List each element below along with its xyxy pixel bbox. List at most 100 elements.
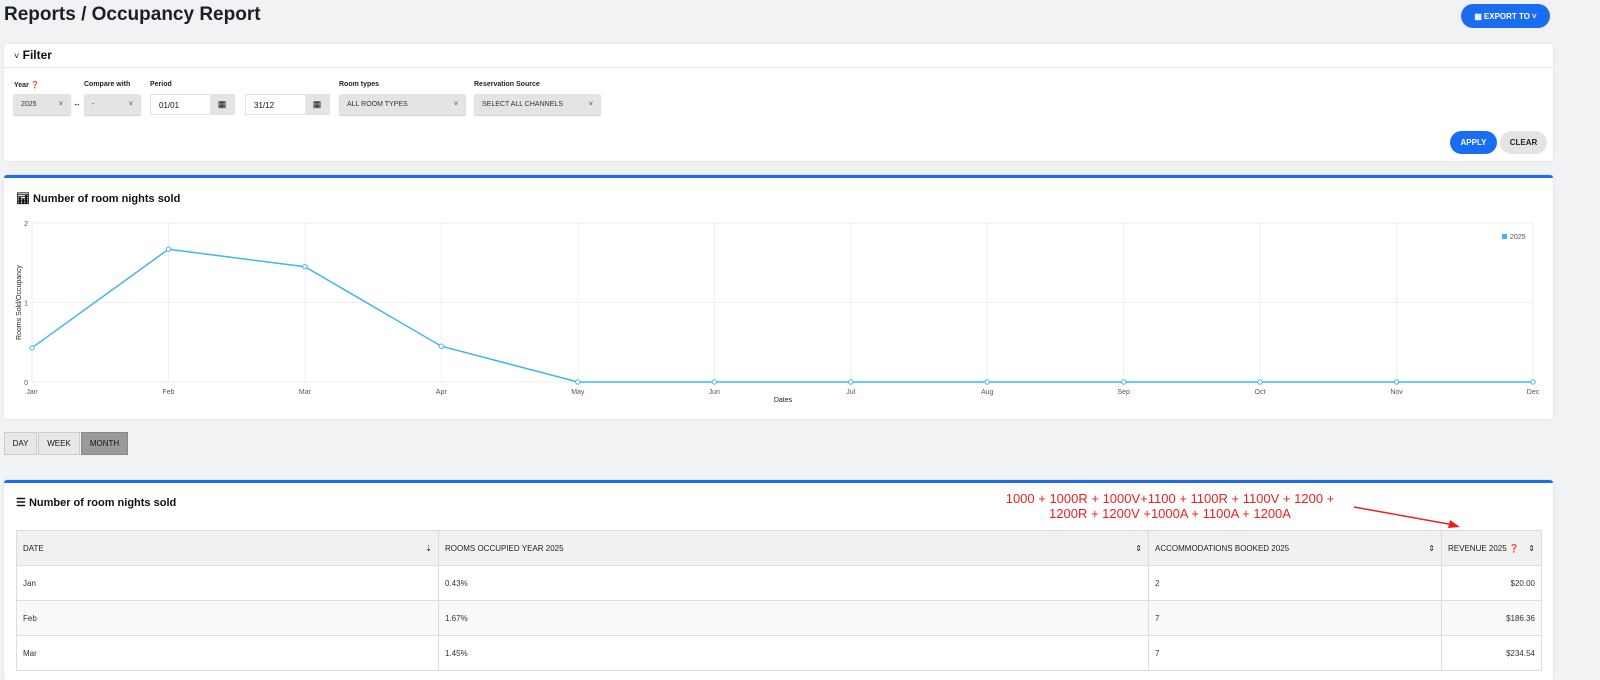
x-tick-label: Nov — [1390, 389, 1403, 396]
compare-arrow-icon: ↔ — [73, 99, 81, 108]
year-select[interactable]: 2025 ˅ — [13, 94, 71, 115]
table-cell: 0.43% — [438, 565, 1149, 601]
data-point[interactable] — [1257, 379, 1263, 385]
compare-label: Compare with — [84, 81, 131, 88]
filter-panel: ˅ Filter Year ❓ 2025 ˅ ↔ Compare with - ˅ … — [4, 44, 1553, 161]
x-tick-label: Apr — [436, 389, 448, 396]
table-cell: 1.67% — [438, 600, 1149, 636]
room-types-select[interactable]: ALL ROOM TYPES ˅ — [339, 94, 466, 115]
page-title: Reports / Occupancy Report — [4, 4, 261, 25]
table-cell: 1.45% — [438, 635, 1149, 671]
x-tick-label: May — [571, 389, 585, 396]
y-axis-label: Rooms Sold/Occupancy — [16, 264, 23, 340]
data-point[interactable] — [575, 379, 581, 385]
header-label: ACCOMMODATIONS BOOKED 2025 — [1155, 543, 1290, 553]
calendar-icon[interactable]: ▦ — [305, 95, 329, 114]
header-label: REVENUE 2025 — [1448, 543, 1507, 553]
x-axis-label: Dates — [774, 397, 793, 404]
sort-icon[interactable]: ⇕ — [1135, 543, 1142, 553]
source-value: SELECT ALL CHANNELS — [482, 101, 563, 108]
annotation-text: 1000 + 1000R + 1000V+1100 + 1100R + 1100… — [1005, 491, 1335, 521]
annotation-arrow-icon — [1353, 506, 1460, 528]
table-row: Jan 0.43% 2 $20.00 — [16, 565, 1542, 601]
occupancy-table: DATE ⇣ ROOMS OCCUPIED YEAR 2025 ⇕ ACCOMMOD… — [16, 530, 1542, 671]
data-point[interactable] — [165, 246, 172, 252]
y-tick-label: 0 — [24, 380, 28, 387]
export-label: EXPORT TO — [1483, 11, 1530, 21]
table-cell: 7 — [1148, 635, 1442, 671]
x-tick-label: Jan — [26, 389, 37, 396]
x-tick-label: Feb — [162, 389, 174, 396]
sort-icon[interactable]: ⇕ — [1528, 543, 1535, 553]
column-header-rooms-occupied[interactable]: ROOMS OCCUPIED YEAR 2025 ⇕ — [438, 530, 1149, 566]
chart-title: Number of room nights sold — [33, 193, 181, 205]
scrollbar[interactable] — [1556, 0, 1600, 665]
filter-title: Filter — [22, 48, 52, 62]
line-chart: 0 1 2 Jan Feb Mar Apr May Jun Jul Aug Sep Oct Nov Dec D… — [16, 221, 1540, 404]
bar-chart-icon: 📊︎ — [16, 193, 30, 205]
range-month-button[interactable]: MONTH — [81, 432, 128, 455]
sort-icon[interactable]: ⇕ — [1428, 543, 1435, 553]
data-point[interactable] — [302, 264, 308, 270]
table-cell: $234.54 — [1441, 635, 1542, 671]
list-icon: ☰ — [16, 497, 26, 509]
data-point[interactable] — [711, 379, 717, 385]
clear-button[interactable]: CLEAR — [1500, 131, 1547, 154]
sort-asc-icon[interactable]: ⇣ — [425, 543, 432, 553]
table-panel: ☰ Number of room nights sold DATE ⇣ ROOMS… — [4, 480, 1553, 680]
table-cell: $20.00 — [1441, 565, 1542, 601]
calendar-icon[interactable]: ▦ — [210, 95, 234, 114]
reservation-source-select[interactable]: SELECT ALL CHANNELS ˅ — [474, 94, 601, 115]
table-cell: Feb — [16, 600, 439, 636]
range-day-button[interactable]: DAY — [4, 432, 37, 455]
y-tick-label: 2 — [24, 221, 28, 228]
data-point[interactable] — [438, 343, 445, 349]
x-tick-label: Jul — [846, 389, 855, 396]
data-point[interactable] — [848, 379, 854, 385]
column-header-revenue[interactable]: REVENUE 2025 ❓ ⇕ — [1441, 530, 1542, 566]
table-cell: Jan — [16, 565, 439, 601]
data-point[interactable] — [984, 379, 990, 385]
column-header-date[interactable]: DATE ⇣ — [16, 530, 439, 566]
help-icon: ❓ — [1508, 543, 1519, 553]
room-types-value: ALL ROOM TYPES — [347, 101, 408, 108]
data-point[interactable] — [1393, 379, 1400, 385]
help-icon: ❓ — [30, 82, 40, 89]
x-tick-label: Jun — [709, 389, 720, 396]
compare-value: - — [92, 101, 95, 108]
room-types-label: Room types — [339, 81, 380, 88]
data-point[interactable] — [29, 345, 35, 351]
table-icon: ▦ — [1474, 11, 1482, 21]
header-label: DATE — [23, 543, 44, 553]
legend-label[interactable]: 2025 — [1510, 234, 1526, 241]
export-button[interactable]: ▦ EXPORT TO ˅ — [1461, 4, 1550, 28]
compare-select[interactable]: - ˅ — [84, 94, 141, 115]
data-point[interactable] — [1120, 379, 1127, 385]
header-label: ROOMS OCCUPIED YEAR 2025 — [445, 543, 564, 553]
period-from-input[interactable]: 01/01 ▦ — [150, 94, 235, 115]
table-cell: 2 — [1148, 565, 1442, 601]
filter-toggle[interactable]: ˅ Filter — [4, 44, 1553, 68]
table-row: Feb 1.67% 7 $186.36 — [16, 600, 1542, 636]
table-title: Number of room nights sold — [28, 497, 177, 509]
table-cell: 7 — [1148, 600, 1442, 636]
legend-swatch — [1502, 234, 1507, 239]
apply-button[interactable]: APPLY — [1450, 131, 1497, 154]
chevron-down-icon: ˅ — [14, 51, 20, 61]
period-label: Period — [150, 81, 172, 88]
series-line — [31, 248, 1533, 383]
range-week-button[interactable]: WEEK — [38, 432, 80, 455]
chevron-down-icon: ˅ — [1531, 11, 1537, 21]
x-tick-label: Oct — [1255, 389, 1266, 396]
column-header-accommodations[interactable]: ACCOMMODATIONS BOOKED 2025 ⇕ — [1148, 530, 1442, 566]
source-label: Reservation Source — [474, 81, 540, 88]
year-value: 2025 — [21, 101, 37, 108]
year-label: Year — [14, 82, 29, 89]
table-row: Mar 1.45% 7 $234.54 — [16, 635, 1542, 671]
chart-panel: 📊︎ Number of room nights sold 0 1 2 Jan Feb M… — [4, 175, 1553, 419]
data-point[interactable] — [1530, 379, 1536, 385]
table-cell: Mar — [16, 635, 439, 671]
y-tick-label: 1 — [24, 301, 28, 308]
period-from-value: 01/01 — [159, 101, 180, 110]
period-to-input[interactable]: 31/12 ▦ — [245, 94, 330, 115]
